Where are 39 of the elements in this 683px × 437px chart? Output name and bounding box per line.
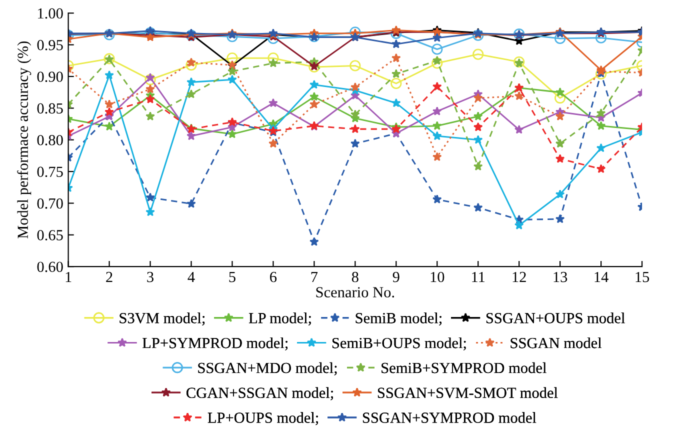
legend-label: CGAN+SSGAN model; [186, 387, 333, 400]
y-tick-label: 0.60 [37, 262, 63, 272]
x-tick-label: 13 [554, 272, 568, 282]
y-tick-label: 0.90 [37, 72, 63, 82]
x-tick-label: 8 [352, 272, 358, 282]
x-tick-label: 3 [147, 272, 154, 282]
x-tick-label: 12 [512, 272, 526, 282]
legend-label: LP model; [248, 312, 311, 326]
x-tick-label: 4 [188, 272, 195, 282]
legend-label: SSGAN+OUPS model [486, 312, 625, 324]
y-tick-label: 0.80 [37, 134, 63, 146]
x-tick-label: 7 [311, 272, 318, 282]
x-tick-label: 15 [636, 272, 650, 282]
y-tick-label: 0.95 [37, 40, 63, 50]
legend-label: SSGAN model [510, 337, 602, 348]
x-tick-label: 5 [229, 272, 236, 282]
legend-label: SSGAN+SVM-SMOT model [378, 387, 558, 398]
x-tick-label: 2 [106, 272, 112, 282]
legend-label: S3VM model; [120, 312, 205, 326]
x-tick-label: 14 [594, 272, 608, 282]
y-axis-title: Model performace accuracy (%) [17, 41, 32, 238]
x-tick-label: 11 [472, 272, 485, 282]
legend-label: SemiB model; [356, 312, 442, 326]
legend-label: LP+SYMPROD model; [142, 337, 288, 350]
y-tick-label: 0.85 [37, 103, 63, 114]
y-tick-label: 0.70 [37, 198, 63, 209]
x-tick-label: 10 [430, 272, 444, 282]
y-tick-label: 1.00 [38, 8, 63, 19]
x-tick-label: 1 [66, 272, 72, 282]
legend-label: SemiB+SYMPROD model [382, 362, 546, 374]
x-axis-title: Scenario No. [316, 287, 394, 298]
legend-label: SSGAN+MDO model; [198, 362, 337, 376]
y-tick-label: 0.65 [37, 230, 63, 240]
legend-label: SSGAN+SYMPROD model [362, 412, 536, 423]
legend-label: SemiB+OUPS model; [332, 337, 466, 350]
legend-label: LP+OUPS model; [208, 412, 318, 426]
x-tick-label: 6 [270, 272, 277, 282]
y-tick-label: 0.75 [37, 166, 63, 178]
x-tick-label: 9 [392, 272, 400, 282]
